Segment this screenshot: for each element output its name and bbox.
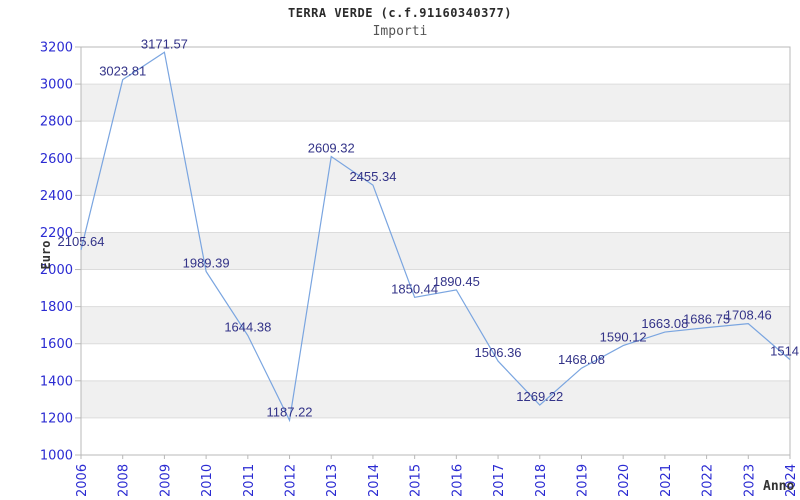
y-tick-label: 2600 — [40, 152, 73, 167]
y-tick-label: 3000 — [40, 78, 73, 93]
data-point-label: 1850.44 — [391, 281, 438, 296]
plot-band — [81, 306, 790, 344]
y-tick-label: 2800 — [40, 115, 73, 130]
data-point-label: 1644.38 — [224, 319, 271, 334]
plot-band — [81, 158, 790, 196]
x-axis-title: Anno — [763, 479, 795, 494]
x-tick-label: 2015 — [409, 464, 424, 497]
y-tick-label: 1000 — [40, 449, 73, 464]
data-point-label: 1686.75 — [683, 312, 730, 327]
data-point-label: 1663.08 — [641, 316, 688, 331]
x-tick-label: 2021 — [659, 464, 674, 497]
data-point-label: 3171.57 — [141, 36, 188, 51]
y-tick-label: 1600 — [40, 337, 73, 352]
x-tick-label: 2008 — [117, 464, 132, 497]
x-tick-label: 2010 — [200, 464, 215, 497]
data-point-label: 3023.81 — [99, 64, 146, 79]
data-point-label: 1187.22 — [267, 404, 313, 419]
y-tick-label: 2200 — [40, 226, 73, 241]
data-point-label: 1890.45 — [433, 274, 480, 289]
plot-band — [81, 232, 790, 270]
data-point-label: 1506.36 — [475, 345, 522, 360]
y-tick-label: 2400 — [40, 189, 73, 204]
x-tick-label: 2020 — [617, 464, 632, 497]
x-tick-label: 2006 — [75, 464, 90, 497]
x-tick-label: 2022 — [701, 464, 716, 497]
data-point-label: 2609.32 — [308, 141, 355, 156]
y-tick-label: 2000 — [40, 263, 73, 278]
x-tick-label: 2018 — [534, 464, 549, 497]
chart-title: TERRA VERDE (c.f.91160340377) — [287, 6, 512, 20]
x-tick-label: 2023 — [742, 464, 757, 497]
x-tick-label: 2011 — [242, 464, 257, 497]
plot-border — [80, 46, 791, 456]
data-point-label: 1708.46 — [725, 308, 772, 323]
data-point-label: 1590.12 — [600, 330, 647, 345]
plot-band — [81, 380, 790, 418]
y-tick-label: 3200 — [40, 41, 73, 56]
data-point-label: 2105.64 — [58, 234, 105, 249]
chart-subtitle: Importi — [372, 24, 428, 39]
y-tick-label: 1400 — [40, 374, 73, 389]
data-point-label: 1468.08 — [558, 352, 605, 367]
data-point-label: 1514.2 — [770, 344, 800, 359]
x-tick-label: 2012 — [284, 464, 299, 497]
x-tick-label: 2016 — [450, 464, 465, 497]
data-point-label: 1269.22 — [516, 389, 563, 404]
x-tick-label: 2024 — [784, 464, 799, 497]
x-tick-label: 2014 — [367, 464, 382, 497]
x-tick-label: 2009 — [158, 464, 173, 497]
x-tick-label: 2017 — [492, 464, 507, 497]
data-line — [80, 51, 791, 423]
y-tick-label: 1800 — [40, 300, 73, 315]
data-point-label: 1989.39 — [183, 256, 230, 271]
plot-band — [81, 84, 790, 122]
y-axis-title: Euro — [39, 240, 53, 270]
data-point-label: 2455.34 — [349, 169, 396, 184]
y-tick-label: 1200 — [40, 411, 73, 426]
x-tick-label: 2013 — [325, 464, 340, 497]
x-tick-label: 2019 — [575, 464, 590, 497]
